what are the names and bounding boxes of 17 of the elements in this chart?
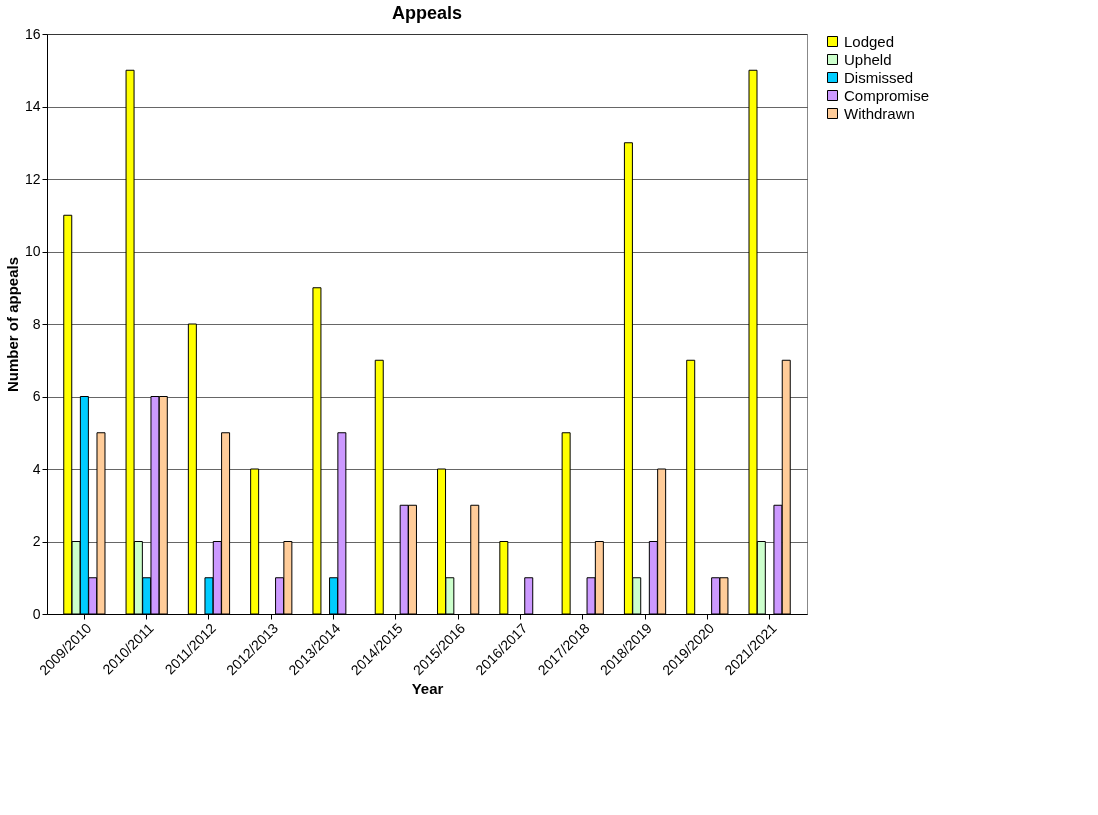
- y-axis-title: Number of appeals: [3, 256, 21, 393]
- legend-label: Withdrawn: [844, 104, 915, 122]
- y-tick-label: 16: [24, 25, 41, 42]
- x-axis-title: Year: [411, 680, 444, 698]
- legend-label: Dismissed: [844, 68, 914, 86]
- y-tick-label: 0: [32, 605, 41, 622]
- chart-title: Appeals: [391, 3, 463, 23]
- y-tick-label: 6: [32, 388, 41, 404]
- y-tick-label: 14: [24, 98, 41, 114]
- y-tick-label: 8: [32, 315, 41, 332]
- legend-label: Compromise: [844, 86, 930, 104]
- y-tick-label: 4: [32, 460, 41, 477]
- legend-label: Upheld: [844, 50, 892, 68]
- y-tick-label: 10: [24, 243, 41, 259]
- y-tick-label: 2: [32, 533, 41, 549]
- y-tick-label: 12: [24, 170, 41, 187]
- legend-label: Lodged: [844, 32, 895, 50]
